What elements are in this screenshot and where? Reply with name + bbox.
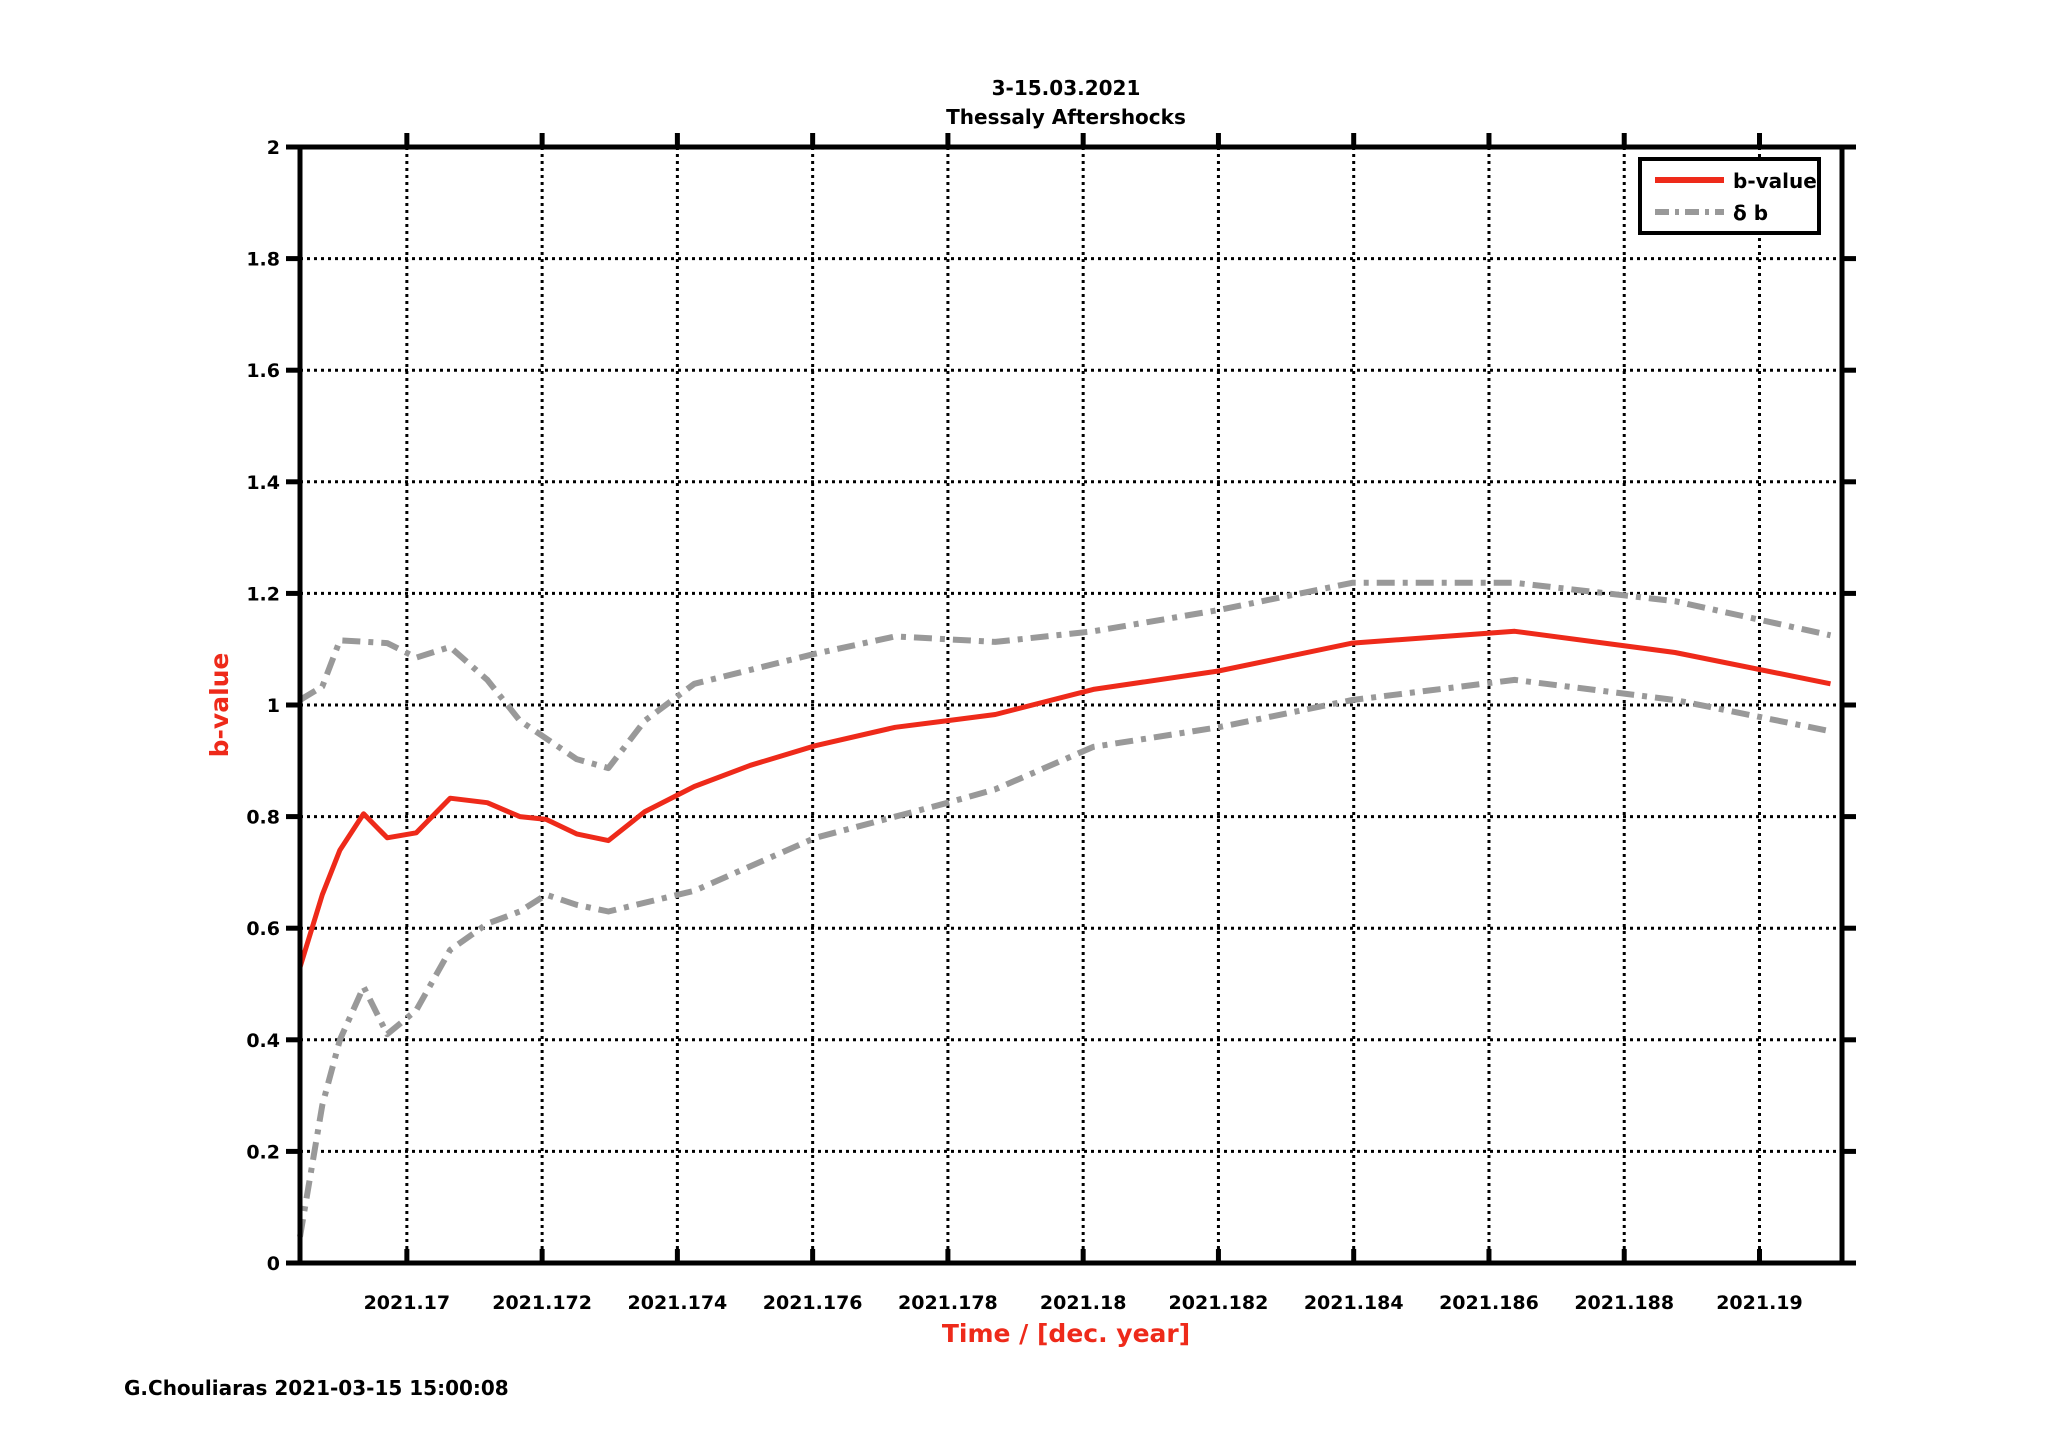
y-tick-label: 1.2 xyxy=(246,583,280,605)
series-delta-b-lower-line xyxy=(297,676,1832,1238)
x-tick-label: 2021.19 xyxy=(1716,1292,1803,1314)
y-axis-label: b-value xyxy=(205,653,234,758)
x-tick-label: 2021.172 xyxy=(492,1292,592,1314)
y-tick-label: 0.4 xyxy=(246,1030,280,1052)
chart-title-line1: 3-15.03.2021 xyxy=(992,76,1141,100)
y-tick-label: 0.8 xyxy=(246,807,280,829)
y-tick-label: 1.4 xyxy=(246,472,280,494)
y-tick-label: 1.8 xyxy=(246,249,280,271)
x-tick-label: 2021.188 xyxy=(1574,1292,1674,1314)
series-lines xyxy=(297,579,1832,1238)
series-b-value-line xyxy=(297,628,1831,969)
x-tick-label: 2021.174 xyxy=(628,1292,728,1314)
axis-ticks: 2021.17 2021.172 2021.174 2021.176 2021.178 2… xyxy=(246,133,1856,1314)
series-delta-b-upper-line xyxy=(298,579,1832,772)
legend-label-delta-b: δ b xyxy=(1733,201,1768,225)
y-tick-label: 1.6 xyxy=(246,360,280,382)
x-tick-label: 2021.18 xyxy=(1040,1292,1127,1314)
y-tick-label: 1 xyxy=(267,695,280,717)
x-tick-label: 2021.184 xyxy=(1304,1292,1404,1314)
y-tick-label: 2 xyxy=(267,137,280,159)
x-tick-label: 2021.17 xyxy=(364,1292,451,1314)
y-tick-label: 0.2 xyxy=(246,1141,280,1163)
legend-label-b-value: b-value xyxy=(1733,169,1817,193)
x-tick-label: 2021.178 xyxy=(898,1292,998,1314)
legend-box xyxy=(1638,157,1821,235)
grid xyxy=(300,145,1842,1265)
y-tick-label: 0.6 xyxy=(246,918,280,940)
x-tick-label: 2021.182 xyxy=(1169,1292,1269,1314)
x-axis-label: Time / [dec. year] xyxy=(942,1319,1190,1348)
x-tick-label: 2021.186 xyxy=(1439,1292,1539,1314)
y-tick-label: 0 xyxy=(267,1253,280,1275)
chart-title-line2: Thessaly Aftershocks xyxy=(946,105,1186,129)
x-tick-label: 2021.176 xyxy=(763,1292,863,1314)
legend: b-value δ b xyxy=(1638,157,1821,235)
footer-credit: G.Chouliaras 2021-03-15 15:00:08 xyxy=(124,1376,509,1400)
